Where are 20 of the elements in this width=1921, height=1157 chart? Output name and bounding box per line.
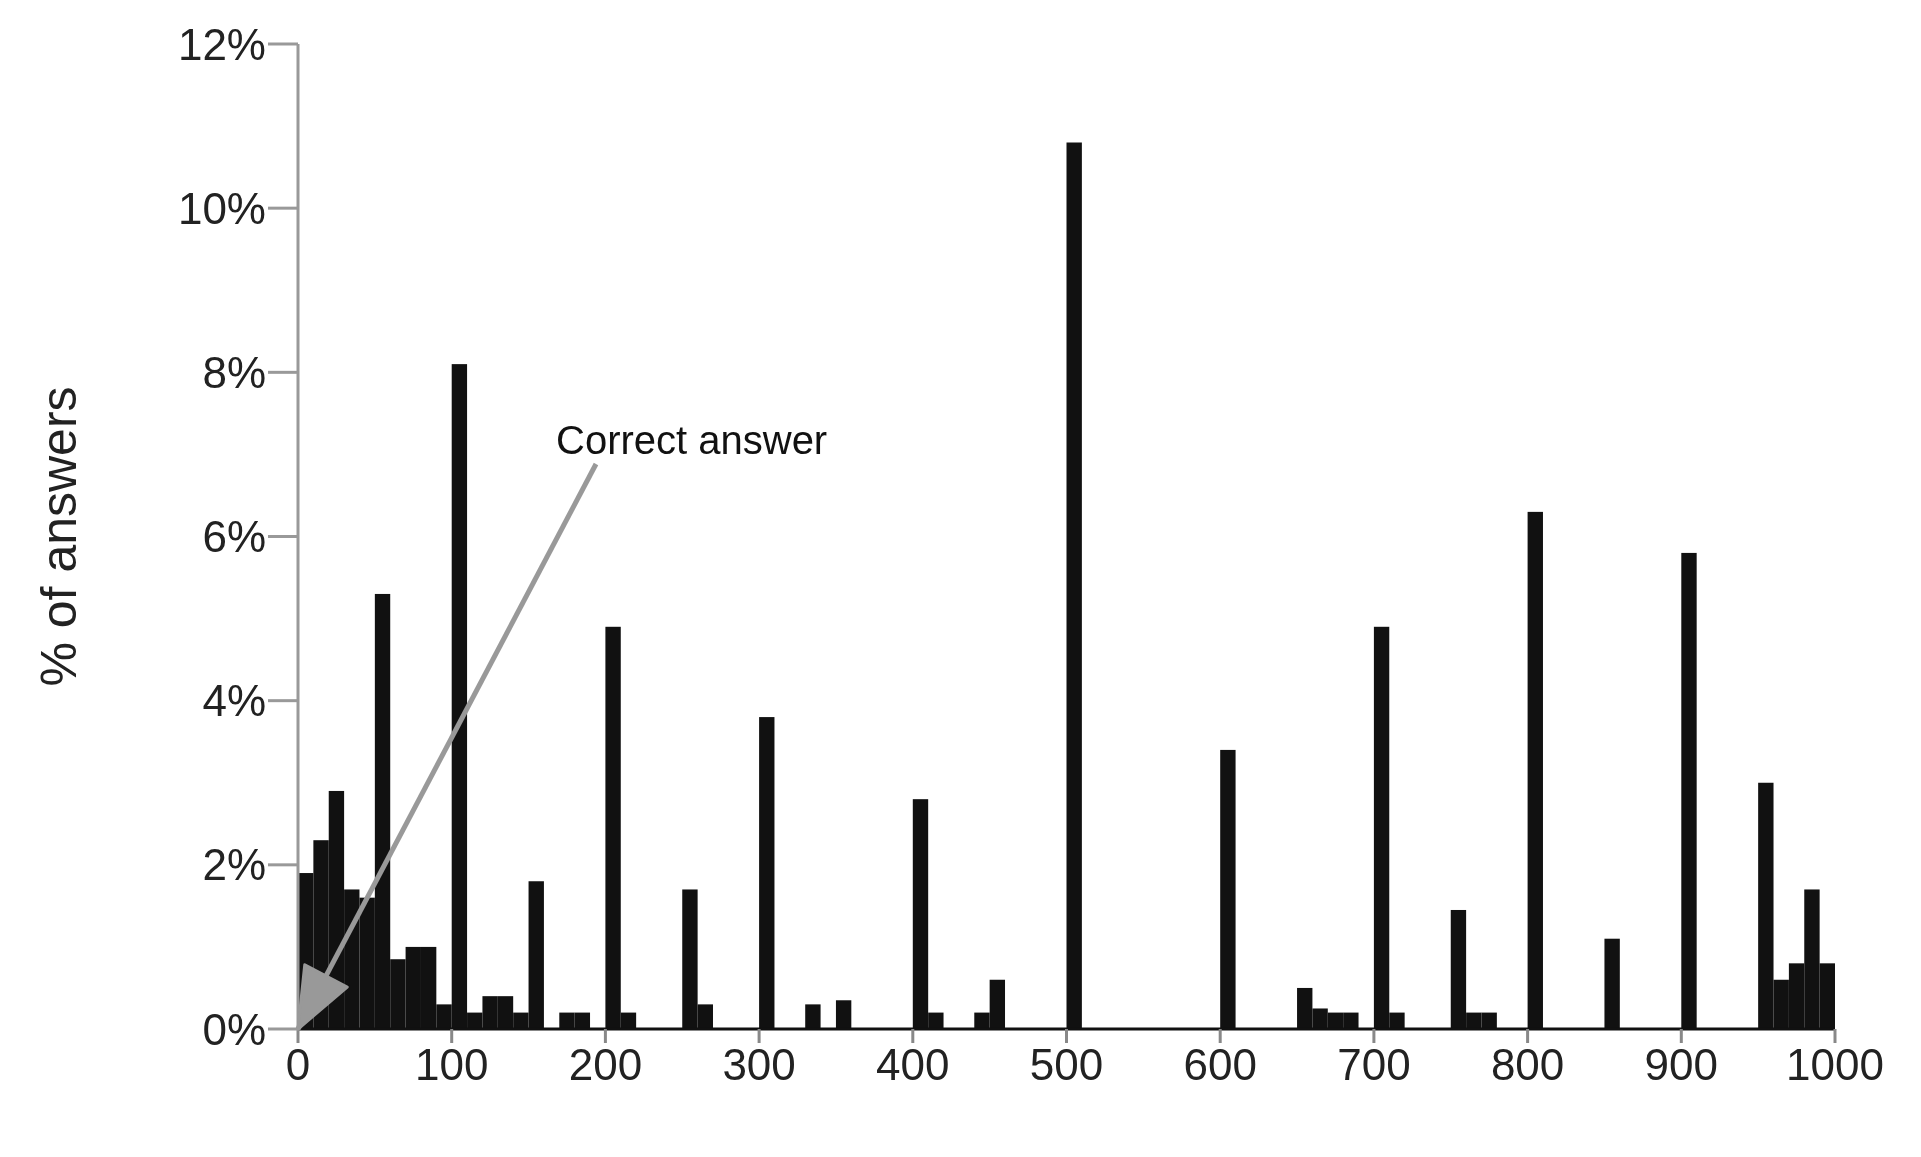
- y-tick-label: 2%: [202, 840, 266, 890]
- x-tick-label: 1000: [1786, 1040, 1884, 1090]
- x-tick-label: 300: [722, 1040, 796, 1090]
- y-tick-label: 8%: [202, 347, 266, 397]
- x-tick-label: 400: [876, 1040, 950, 1090]
- x-tick-label: 100: [414, 1040, 489, 1090]
- x-tick-label: 200: [568, 1040, 643, 1090]
- y-tick-label: 0%: [202, 1004, 266, 1054]
- x-tick-label: 500: [1029, 1040, 1104, 1090]
- y-tick-label: 4%: [202, 676, 266, 726]
- x-tick-label: 700: [1337, 1040, 1411, 1090]
- x-tick-label: 0: [285, 1040, 311, 1090]
- x-tick-label: 600: [1183, 1040, 1257, 1090]
- x-tick-label: 800: [1490, 1040, 1565, 1090]
- y-tick-label: 12%: [177, 19, 266, 69]
- annotation: Correct answer: [556, 418, 828, 462]
- y-axis-title: % of answers: [30, 386, 87, 687]
- x-tick-label: 900: [1644, 1040, 1719, 1090]
- y-tick-label: 6%: [202, 512, 266, 562]
- y-tick-label: 10%: [177, 183, 266, 233]
